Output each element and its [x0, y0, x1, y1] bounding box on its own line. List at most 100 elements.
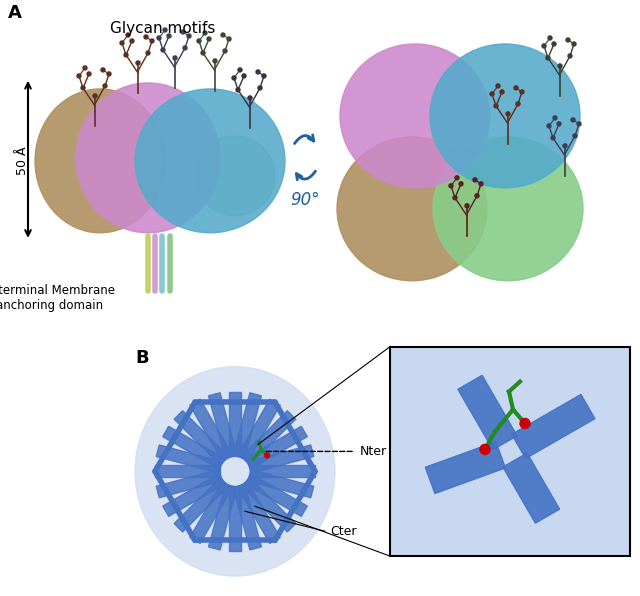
Circle shape	[213, 59, 217, 63]
Circle shape	[207, 37, 211, 41]
Polygon shape	[156, 470, 222, 498]
Circle shape	[573, 134, 577, 138]
Circle shape	[548, 36, 552, 40]
Circle shape	[455, 176, 459, 180]
Ellipse shape	[135, 89, 285, 233]
Polygon shape	[190, 482, 233, 544]
Polygon shape	[233, 393, 262, 458]
Polygon shape	[241, 478, 296, 532]
Circle shape	[558, 64, 562, 68]
Ellipse shape	[76, 83, 220, 233]
Circle shape	[187, 34, 191, 38]
Polygon shape	[209, 484, 237, 550]
Polygon shape	[248, 470, 314, 498]
Circle shape	[547, 124, 551, 128]
Circle shape	[568, 54, 572, 58]
Circle shape	[83, 66, 87, 70]
Circle shape	[459, 182, 463, 186]
Ellipse shape	[195, 136, 275, 216]
Circle shape	[552, 42, 556, 46]
Text: Cter: Cter	[330, 524, 356, 538]
Circle shape	[494, 104, 498, 108]
Circle shape	[150, 39, 154, 43]
Circle shape	[103, 84, 107, 88]
Circle shape	[183, 46, 187, 50]
Ellipse shape	[430, 44, 580, 188]
Polygon shape	[503, 453, 559, 523]
Circle shape	[557, 122, 561, 126]
Circle shape	[258, 86, 262, 90]
Circle shape	[120, 41, 124, 45]
Circle shape	[520, 90, 524, 94]
Circle shape	[124, 53, 128, 57]
Circle shape	[500, 90, 504, 94]
Circle shape	[514, 86, 518, 90]
Circle shape	[81, 86, 85, 90]
Polygon shape	[174, 478, 228, 532]
Circle shape	[496, 84, 500, 88]
Circle shape	[551, 136, 555, 140]
Circle shape	[242, 74, 246, 78]
Circle shape	[475, 194, 479, 198]
Circle shape	[93, 94, 97, 98]
Polygon shape	[229, 392, 241, 457]
Polygon shape	[174, 411, 228, 465]
Circle shape	[546, 56, 550, 60]
Polygon shape	[233, 484, 262, 550]
Circle shape	[146, 51, 150, 55]
Polygon shape	[156, 445, 222, 473]
Circle shape	[126, 33, 130, 37]
Polygon shape	[511, 395, 595, 458]
Circle shape	[223, 49, 227, 53]
Polygon shape	[241, 411, 296, 465]
Circle shape	[248, 96, 252, 100]
Circle shape	[238, 68, 242, 72]
Polygon shape	[458, 375, 517, 450]
Circle shape	[256, 70, 260, 74]
Circle shape	[449, 184, 453, 188]
Polygon shape	[245, 426, 307, 469]
Ellipse shape	[433, 137, 583, 281]
Ellipse shape	[337, 137, 487, 281]
Polygon shape	[209, 393, 237, 458]
Circle shape	[181, 30, 185, 34]
Circle shape	[264, 453, 269, 458]
Circle shape	[87, 72, 91, 76]
Circle shape	[453, 196, 457, 200]
Circle shape	[572, 42, 576, 46]
Circle shape	[201, 51, 205, 55]
Circle shape	[130, 39, 134, 43]
Circle shape	[479, 182, 483, 186]
Circle shape	[571, 118, 575, 122]
Polygon shape	[163, 474, 225, 516]
Circle shape	[236, 88, 240, 92]
Circle shape	[516, 102, 520, 106]
Polygon shape	[250, 465, 315, 477]
Circle shape	[136, 61, 140, 65]
Polygon shape	[190, 399, 233, 461]
Circle shape	[262, 74, 266, 78]
Text: B: B	[135, 349, 148, 367]
Text: Nter: Nter	[360, 445, 387, 458]
Polygon shape	[426, 442, 506, 493]
Circle shape	[107, 72, 111, 76]
Circle shape	[203, 31, 207, 35]
Circle shape	[577, 122, 581, 126]
Circle shape	[161, 48, 165, 52]
Circle shape	[227, 37, 231, 41]
Text: N-terminal Membrane
anchoring domain: N-terminal Membrane anchoring domain	[0, 284, 115, 312]
Circle shape	[197, 39, 201, 43]
Polygon shape	[155, 465, 220, 477]
Circle shape	[77, 74, 81, 78]
Circle shape	[163, 28, 167, 32]
Ellipse shape	[135, 367, 335, 576]
Polygon shape	[229, 486, 241, 551]
Circle shape	[465, 204, 469, 208]
Polygon shape	[248, 445, 314, 473]
Polygon shape	[245, 474, 307, 516]
Circle shape	[563, 144, 567, 148]
Ellipse shape	[340, 44, 490, 188]
Circle shape	[221, 33, 225, 37]
Text: 90°: 90°	[290, 191, 320, 209]
Circle shape	[101, 68, 105, 72]
